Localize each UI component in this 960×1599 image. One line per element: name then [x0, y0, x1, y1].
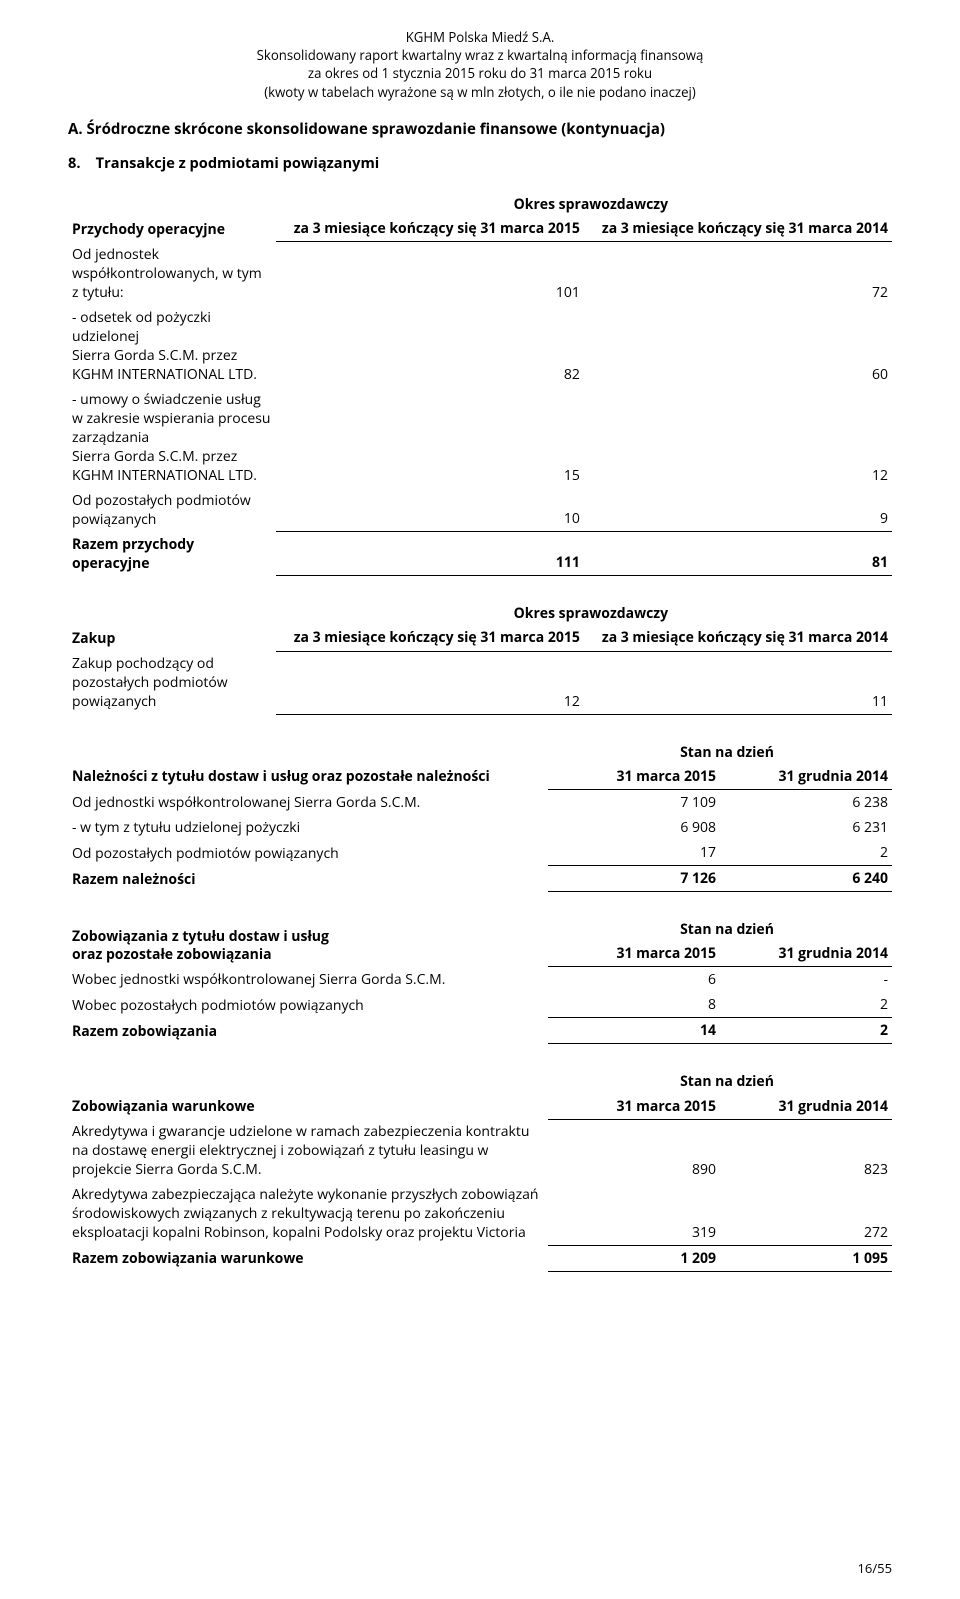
header-company: KGHM Polska Miedź S.A.	[68, 28, 892, 46]
t4-col-2014: 31 grudnia 2014	[720, 942, 892, 967]
subsection-heading: 8. Transakcje z podmiotami powiązanymi	[68, 153, 892, 173]
table-operating-revenue: Przychody operacyjne Okres sprawozdawczy…	[68, 193, 892, 576]
t5-row-v2: 272	[720, 1182, 892, 1245]
t3-row-label: Od pozostałych podmiotów powiązanych	[68, 840, 548, 866]
t3-period-group: Stan na dzień	[548, 741, 892, 765]
t3-row-v2: 6 231	[720, 815, 892, 840]
t1-row-v2: 9	[584, 488, 892, 532]
t4-row-v1: 8	[548, 992, 720, 1018]
t2-period-group: Okres sprawozdawczy	[276, 602, 892, 626]
page-header: KGHM Polska Miedź S.A. Skonsolidowany ra…	[68, 28, 892, 101]
t5-row-v2: 823	[720, 1119, 892, 1182]
t5-total-v1: 1 209	[548, 1245, 720, 1271]
table-receivables: Należności z tytułu dostaw i usług oraz …	[68, 741, 892, 892]
t4-row-label: Wobec pozostałych podmiotów powiązanych	[68, 992, 548, 1018]
t5-row-label: Akredytywa zabezpieczająca należyte wyko…	[68, 1182, 548, 1245]
t4-title: Zobowiązania z tytułu dostaw i usług ora…	[68, 918, 548, 967]
t1-row-label: Od jednostek współkontrolowanych, w tym …	[68, 242, 276, 305]
t4-row-v2: -	[720, 967, 892, 993]
t4-total-v2: 2	[720, 1018, 892, 1044]
t1-row-v2: 60	[584, 305, 892, 387]
t3-row-label: Od jednostki współkontrolowanej Sierra G…	[68, 790, 548, 816]
t2-row-v2: 11	[584, 651, 892, 714]
t4-row-v1: 6	[548, 967, 720, 993]
t3-col-2015: 31 marca 2015	[548, 765, 720, 790]
t1-row-v2: 12	[584, 387, 892, 488]
t3-row-v2: 2	[720, 840, 892, 866]
t2-col-2014: za 3 miesiące kończący się 31 marca 2014	[584, 626, 892, 651]
t1-total-v1: 111	[276, 532, 584, 576]
t4-period-group: Stan na dzień	[548, 918, 892, 942]
t1-col-2015: za 3 miesiące kończący się 31 marca 2015	[276, 217, 584, 242]
t4-total-v1: 14	[548, 1018, 720, 1044]
header-title: Skonsolidowany raport kwartalny wraz z k…	[68, 46, 892, 64]
page-number: 16/55	[858, 1559, 893, 1577]
t4-col-2015: 31 marca 2015	[548, 942, 720, 967]
t5-period-group: Stan na dzień	[548, 1070, 892, 1094]
t5-col-2015: 31 marca 2015	[548, 1095, 720, 1120]
t3-total-v1: 7 126	[548, 866, 720, 892]
t5-title: Zobowiązania warunkowe	[68, 1070, 548, 1119]
t1-row-v1: 82	[276, 305, 584, 387]
t1-period-group: Okres sprawozdawczy	[276, 193, 892, 217]
t1-row-label: Od pozostałych podmiotów powiązanych	[68, 488, 276, 532]
t5-total-label: Razem zobowiązania warunkowe	[68, 1245, 548, 1271]
t5-col-2014: 31 grudnia 2014	[720, 1095, 892, 1120]
table-purchases: Zakup Okres sprawozdawczy za 3 miesiące …	[68, 602, 892, 714]
t4-total-label: Razem zobowiązania	[68, 1018, 548, 1044]
t3-row-v2: 6 238	[720, 790, 892, 816]
t1-row-v2: 72	[584, 242, 892, 305]
t2-row-v1: 12	[276, 651, 584, 714]
t4-row-label: Wobec jednostki współkontrolowanej Sierr…	[68, 967, 548, 993]
t1-total-v2: 81	[584, 532, 892, 576]
t5-total-v2: 1 095	[720, 1245, 892, 1271]
t5-row-v1: 890	[548, 1119, 720, 1182]
header-period: za okres od 1 stycznia 2015 roku do 31 m…	[68, 64, 892, 82]
t5-row-v1: 319	[548, 1182, 720, 1245]
t3-row-label: - w tym z tytułu udzielonej pożyczki	[68, 815, 548, 840]
header-note: (kwoty w tabelach wyrażone są w mln złot…	[68, 83, 892, 101]
t1-title: Przychody operacyjne	[68, 193, 276, 242]
t1-col-2014: za 3 miesiące kończący się 31 marca 2014	[584, 217, 892, 242]
t1-row-v1: 101	[276, 242, 584, 305]
t2-col-2015: za 3 miesiące kończący się 31 marca 2015	[276, 626, 584, 651]
t3-row-v1: 17	[548, 840, 720, 866]
t1-row-v1: 10	[276, 488, 584, 532]
section-title: A. Śródroczne skrócone skonsolidowane sp…	[68, 119, 892, 139]
t3-total-v2: 6 240	[720, 866, 892, 892]
t2-title: Zakup	[68, 602, 276, 651]
t2-row-label: Zakup pochodzący od pozostałych podmiotó…	[68, 651, 276, 714]
t1-row-label: - umowy o świadczenie usług w zakresie w…	[68, 387, 276, 488]
t1-total-label: Razem przychody operacyjne	[68, 532, 276, 576]
t3-total-label: Razem należności	[68, 866, 548, 892]
t3-title: Należności z tytułu dostaw i usług oraz …	[68, 741, 548, 790]
t5-row-label: Akredytywa i gwarancje udzielone w ramac…	[68, 1119, 548, 1182]
t1-row-v1: 15	[276, 387, 584, 488]
t3-row-v1: 6 908	[548, 815, 720, 840]
t3-col-2014: 31 grudnia 2014	[720, 765, 892, 790]
t1-row-label: - odsetek od pożyczki udzielonej Sierra …	[68, 305, 276, 387]
page: KGHM Polska Miedź S.A. Skonsolidowany ra…	[0, 0, 960, 1599]
table-liabilities: Zobowiązania z tytułu dostaw i usług ora…	[68, 918, 892, 1044]
table-contingent-liabilities: Zobowiązania warunkowe Stan na dzień 31 …	[68, 1070, 892, 1271]
t3-row-v1: 7 109	[548, 790, 720, 816]
t4-row-v2: 2	[720, 992, 892, 1018]
